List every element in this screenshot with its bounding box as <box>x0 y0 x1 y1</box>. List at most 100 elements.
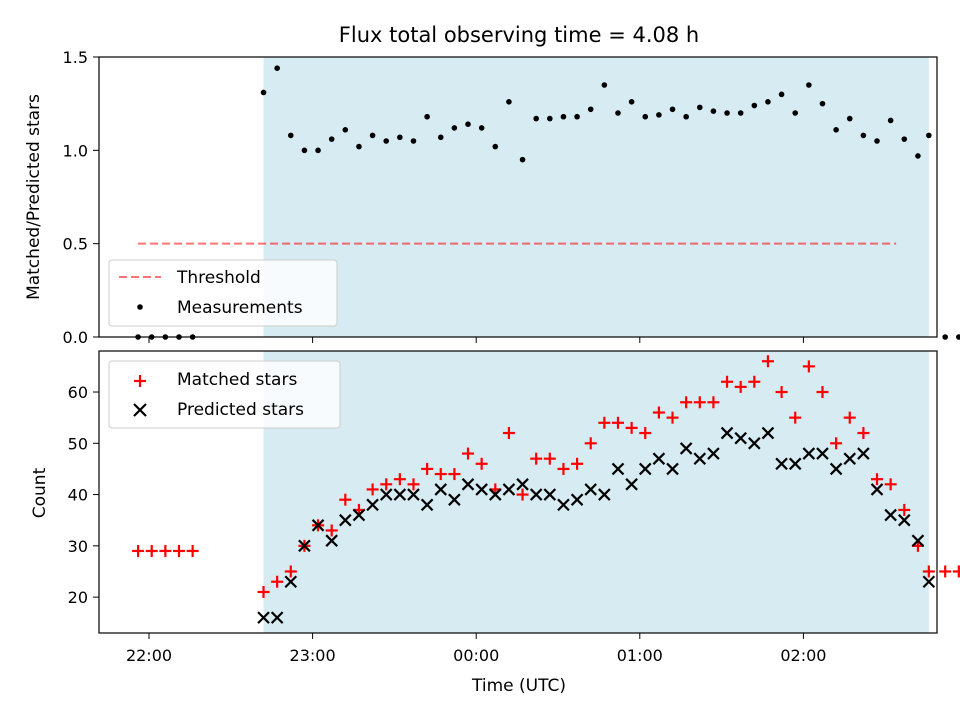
x-tick-label: 23:00 <box>290 646 336 665</box>
measurement-point <box>547 115 553 122</box>
measurement-point <box>478 125 485 131</box>
matched-star-point <box>584 437 597 450</box>
predicted-star-point <box>884 508 897 522</box>
top-observing-span <box>263 57 929 337</box>
matched-star-point <box>543 452 556 465</box>
predicted-star-point <box>829 462 843 476</box>
measurement-point <box>874 138 880 144</box>
top-y-axis-label: Matched/Predicted stars <box>24 94 44 300</box>
measurement-point <box>560 113 567 120</box>
measurement-point <box>383 138 390 144</box>
bottom-axes-frame <box>98 350 938 634</box>
matched-star-point <box>802 360 815 373</box>
measurement-point <box>410 138 417 144</box>
measurement-point <box>465 121 471 127</box>
predicted-star-point <box>693 452 707 465</box>
matched-star-point <box>666 411 679 424</box>
predicted-star-point <box>489 488 502 501</box>
matched-star-point <box>257 585 270 598</box>
predicted-star-point <box>257 611 270 624</box>
matched-star-point <box>898 503 911 516</box>
matched-star-point <box>571 457 584 470</box>
measurement-point <box>915 153 921 159</box>
predicted-star-point <box>379 488 393 501</box>
measurement-point <box>424 113 430 120</box>
top-y-tick-label: 0.0 <box>63 328 88 347</box>
matched-star-point <box>598 416 611 429</box>
bottom-y-axis: 20 30 40 50 60 <box>68 383 99 607</box>
measurement-point <box>819 100 826 107</box>
predicted-star-point <box>543 488 557 501</box>
matched-star-point <box>557 462 570 475</box>
measurement-point <box>506 99 512 105</box>
chart-title: Flux total observing time = 4.08 h <box>339 23 699 47</box>
matched-star-point <box>922 565 935 578</box>
matched-star-point <box>734 380 747 393</box>
measurement-point <box>833 127 839 133</box>
measurement-point <box>926 132 932 139</box>
predicted-star-point <box>570 493 584 506</box>
predicted-star-point <box>407 488 420 501</box>
bottom-observing-span <box>263 351 929 633</box>
measurement-point <box>274 65 280 71</box>
predicted-star-point <box>352 508 366 522</box>
measurement-point <box>301 147 308 154</box>
predicted-star-point <box>911 534 925 547</box>
bottom-y-tick-label: 50 <box>68 434 88 453</box>
predicted-star-point <box>611 462 625 476</box>
predicted-star-point <box>475 483 488 496</box>
bottom-legend: Matched stars Predicted stars <box>108 360 341 429</box>
predicted-star-point <box>529 488 543 501</box>
predicted-star-point <box>598 488 611 501</box>
measurement-point <box>806 82 812 88</box>
measurement-point <box>587 106 594 113</box>
top-x-ticks <box>148 337 804 343</box>
matched-star-point <box>830 437 843 450</box>
predicted-star-point <box>748 437 761 450</box>
matched-star-point <box>271 575 284 588</box>
matched-star-point <box>325 524 338 537</box>
matched-star-point <box>132 544 145 557</box>
predicted-star-point <box>584 483 597 496</box>
matched-star-point <box>843 411 856 424</box>
predicted-star-point <box>325 534 338 547</box>
predicted-star-point <box>666 462 679 476</box>
matched-star-point <box>857 427 870 440</box>
measurement-point <box>437 134 444 141</box>
measurement-point <box>669 106 676 113</box>
matched-star-point <box>939 565 952 578</box>
matched-legend-label: Matched stars <box>177 370 297 390</box>
matched-star-point <box>172 544 185 557</box>
matched-star-point <box>339 493 352 506</box>
predicted-star-point <box>638 462 652 476</box>
measurements-legend-swatch <box>137 304 143 310</box>
bottom-y-axis-label: Count <box>30 467 50 518</box>
measurement-point <box>860 132 867 139</box>
matched-star-point <box>434 468 447 481</box>
predicted-star-point <box>707 447 720 460</box>
measurement-point <box>887 117 894 124</box>
predicted-star-point <box>420 498 434 512</box>
measurement-point <box>724 110 730 116</box>
measurement-point <box>642 113 649 120</box>
predicted-star-point <box>870 483 884 496</box>
measurement-point <box>342 127 349 133</box>
matched-star-point <box>380 478 393 491</box>
predicted-star-point <box>679 442 693 455</box>
top-y-axis: 0.0 0.5 1.0 1.5 <box>63 48 99 347</box>
bottom-x-axis: 22:00 23:00 00:00 01:00 02:00 <box>126 633 826 665</box>
predicted-star-point <box>922 575 936 589</box>
top-legend-box <box>108 259 338 327</box>
matched-star-point <box>145 544 158 557</box>
threshold-legend-label: Threshold <box>176 268 261 288</box>
matched-star-point <box>407 478 420 491</box>
matched-star-point <box>159 544 172 557</box>
x-tick-label: 02:00 <box>780 646 826 665</box>
x-tick-label: 00:00 <box>453 646 499 665</box>
measurement-point <box>369 132 376 139</box>
matched-star-point <box>393 473 406 486</box>
measurement-point <box>574 113 580 120</box>
predicted-star-point <box>461 478 475 491</box>
top-y-tick-label: 1.5 <box>63 48 88 67</box>
predicted-star-point <box>761 426 775 440</box>
